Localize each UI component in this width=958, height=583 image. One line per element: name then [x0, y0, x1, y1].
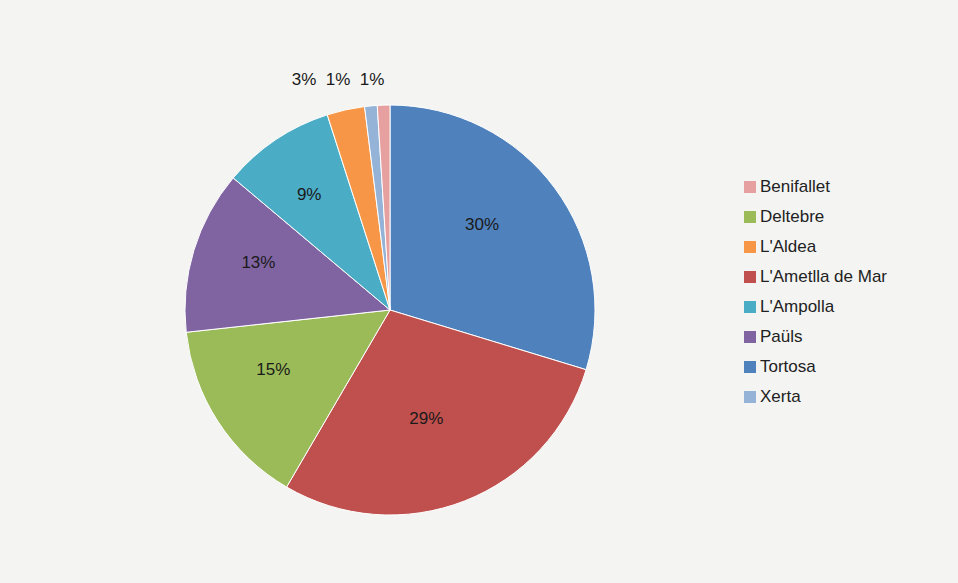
svg-text:9%: 9% [297, 185, 322, 204]
html-text:Paüls: Paüls [760, 326, 803, 346]
html-text:L'Aldea: L'Aldea [760, 236, 817, 256]
html-text:Tortosa: Tortosa [760, 356, 816, 376]
svg-text:15%: 15% [256, 360, 290, 379]
html-text:L'Ametlla de Mar: L'Ametlla de Mar [760, 266, 887, 286]
html-text:Benifallet: Benifallet [760, 176, 830, 196]
svg-text:1%: 1% [360, 70, 385, 89]
html-text:Deltebre: Deltebre [760, 206, 825, 226]
svg-text:30%: 30% [465, 215, 499, 234]
svg-text:13%: 13% [241, 253, 275, 272]
html-text:L'Ampolla: L'Ampolla [760, 296, 835, 316]
html-text:Xerta: Xerta [760, 386, 801, 406]
svg-text:3%: 3% [292, 70, 317, 89]
svg-text:1%: 1% [326, 70, 351, 89]
svg-text:29%: 29% [409, 409, 443, 428]
